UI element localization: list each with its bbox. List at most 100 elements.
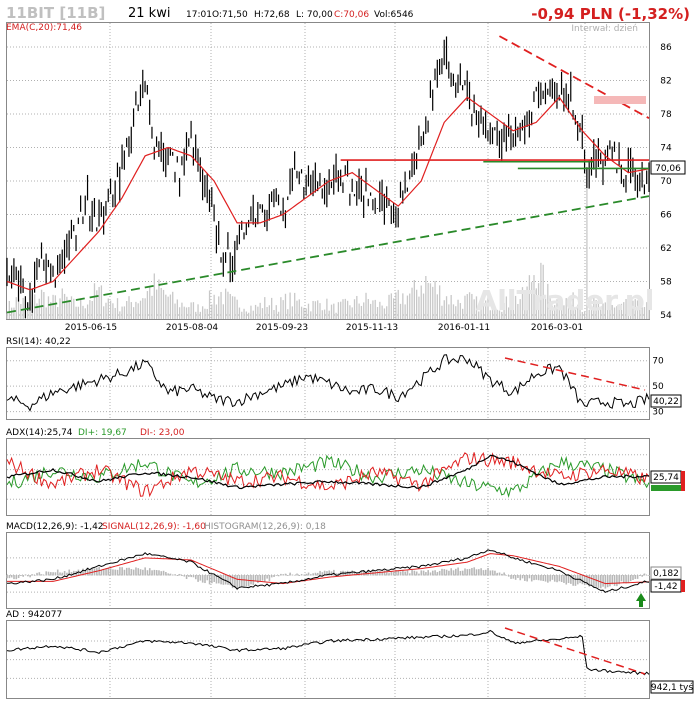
histogram-bar bbox=[374, 572, 377, 576]
histogram-bar bbox=[519, 575, 522, 581]
volume-bar bbox=[328, 310, 330, 319]
histogram-bar bbox=[349, 571, 351, 576]
macd-lines bbox=[6, 549, 650, 593]
volume-bar bbox=[238, 307, 241, 319]
volume-bar bbox=[245, 311, 248, 319]
volume-bar bbox=[231, 296, 234, 319]
histogram-bar bbox=[148, 568, 151, 576]
y-tick-label: 62 bbox=[660, 244, 671, 254]
histogram-bar bbox=[280, 573, 282, 576]
histogram-bar bbox=[478, 569, 480, 576]
ad-grid bbox=[7, 621, 649, 698]
histogram-bar bbox=[337, 573, 340, 576]
histogram-bar bbox=[197, 575, 199, 582]
histogram-bar bbox=[128, 567, 130, 576]
histogram-bar bbox=[13, 575, 15, 580]
volume-bar bbox=[441, 305, 443, 319]
volume-bar bbox=[257, 306, 259, 319]
volume-label: Vol:6546 bbox=[374, 10, 414, 20]
histogram-bar bbox=[84, 570, 87, 576]
price-grid bbox=[7, 23, 649, 319]
histogram-bar bbox=[130, 569, 133, 576]
ad-legend: AD : 942077 bbox=[6, 610, 62, 620]
volume-bar bbox=[392, 298, 395, 319]
histogram-bar bbox=[620, 575, 623, 582]
volume-bar bbox=[197, 304, 199, 319]
volume-bar bbox=[588, 309, 590, 319]
volume-bar bbox=[517, 303, 519, 319]
histogram-bar bbox=[484, 569, 487, 576]
histogram-bar bbox=[537, 575, 540, 581]
volume-bar bbox=[80, 298, 82, 319]
volume-bar bbox=[284, 293, 287, 319]
volume-bar bbox=[409, 293, 411, 319]
histogram-bar bbox=[259, 575, 262, 582]
histogram-bar bbox=[201, 575, 204, 583]
volume-bar bbox=[201, 306, 204, 319]
volume-bar bbox=[337, 302, 340, 319]
volume-bar bbox=[445, 296, 448, 319]
volume-bar bbox=[625, 298, 627, 319]
volume-bar bbox=[6, 313, 8, 319]
volume-bar bbox=[372, 300, 374, 319]
histogram-bar bbox=[61, 572, 64, 576]
volume-bar bbox=[399, 303, 402, 319]
volume-bar bbox=[208, 290, 211, 319]
volume-bar bbox=[273, 309, 275, 319]
histogram-bar bbox=[206, 575, 209, 581]
macd-signal-marker bbox=[681, 580, 685, 592]
histogram-bar bbox=[436, 572, 439, 576]
histogram-bar bbox=[40, 574, 43, 576]
histogram-bar bbox=[346, 570, 349, 576]
volume-bar bbox=[498, 310, 501, 319]
histogram-bar bbox=[616, 575, 618, 587]
volume-bar bbox=[491, 308, 494, 319]
histogram-bar bbox=[169, 573, 172, 576]
histogram-bar bbox=[544, 575, 547, 582]
rsi-legend: RSI(14): 40,22 bbox=[6, 337, 71, 347]
histogram-bar bbox=[392, 572, 395, 576]
histogram-bar bbox=[236, 575, 239, 591]
volume-bar bbox=[158, 279, 160, 319]
histogram-bar bbox=[643, 573, 646, 576]
volume-bar bbox=[379, 301, 381, 319]
volume-bar bbox=[436, 294, 439, 319]
volume-bar bbox=[323, 309, 326, 319]
rsi-lines bbox=[6, 354, 650, 412]
volume-bar bbox=[567, 299, 570, 319]
price-lines bbox=[6, 96, 650, 291]
histogram-bar bbox=[588, 575, 591, 587]
histogram-bar bbox=[632, 575, 634, 581]
volume-bar bbox=[427, 282, 429, 319]
volume-bar bbox=[307, 303, 310, 319]
volume-bar bbox=[602, 303, 604, 319]
rsi-line bbox=[6, 354, 650, 412]
histogram-bar bbox=[388, 573, 390, 576]
resistance-zone bbox=[594, 96, 646, 104]
histogram-bar bbox=[181, 575, 183, 577]
histogram-bar bbox=[549, 575, 551, 582]
volume-bar bbox=[70, 296, 73, 319]
rsi-grid bbox=[7, 348, 649, 419]
histogram-bar bbox=[514, 575, 517, 580]
volume-bar bbox=[178, 307, 181, 319]
histogram-bar bbox=[627, 575, 630, 583]
price-y-axis: 54 58 62 66 70 74 78 82 86 bbox=[660, 43, 672, 321]
volume-bar bbox=[406, 295, 409, 319]
volume-bar bbox=[300, 306, 303, 319]
volume-bar bbox=[531, 282, 533, 319]
histogram-bar bbox=[441, 568, 443, 576]
histogram-bar bbox=[252, 575, 255, 586]
volume-bar bbox=[365, 292, 367, 319]
volume-bar bbox=[326, 298, 328, 319]
volume-bar bbox=[390, 293, 392, 319]
histogram-bar bbox=[512, 575, 515, 579]
histogram-bar bbox=[496, 572, 499, 576]
volume-bar bbox=[8, 300, 11, 319]
volume-bar bbox=[73, 298, 75, 319]
trend-lines bbox=[6, 35, 650, 314]
histogram-bar bbox=[328, 570, 331, 576]
histogram-bar bbox=[50, 572, 52, 576]
volume-bar bbox=[464, 295, 466, 319]
volume-bar bbox=[100, 285, 103, 319]
